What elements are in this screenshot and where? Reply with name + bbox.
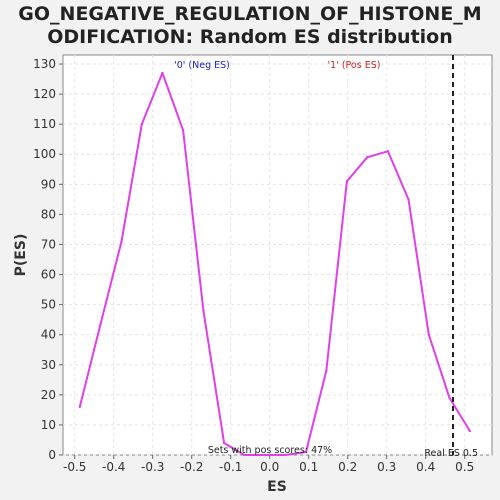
y-tick-label: 10 [41,418,56,432]
data-point [407,198,410,201]
x-tick-label: 0.5 [455,460,474,474]
x-tick-label: 0.1 [299,460,318,474]
x-tick-label: 0.0 [260,460,279,474]
y-tick-label: 110 [33,117,56,131]
data-point [345,180,349,183]
grid [63,55,492,456]
data-point [366,156,369,159]
x-tick-label: -0.3 [141,460,164,474]
data-point [202,309,205,312]
y-axis-ticks: 0 10 20 30 40 50 60 70 80 90 100 110 120 130 [33,57,63,462]
x-tick-label: -0.5 [63,460,86,474]
y-axis-label: P(ES) [13,234,29,277]
neg-es-label: '0' (Neg ES) [174,60,230,71]
data-point [98,324,102,327]
series-layer [78,71,471,457]
y-tick-label: 20 [41,388,56,402]
x-tick-label: 0.3 [377,460,396,474]
y-tick-label: 60 [41,268,56,282]
data-point [222,441,226,445]
real-es-label: Real ES 0.5 [424,448,478,459]
data-point [468,429,471,433]
chart-title-line-2: ODIFICATION: Random ES distribution [47,26,453,48]
data-point [284,453,287,457]
x-axis-label: ES [267,479,287,495]
x-axis-ticks: -0.5 -0.4 -0.3 -0.2 -0.1 0.0 0.1 0.2 0.3 0.4 0.5 [63,455,474,474]
data-point [304,450,308,454]
x-tick-label: -0.4 [102,460,125,474]
plot-area [62,54,493,456]
y-tick-label: 120 [33,87,56,101]
data-point [325,369,328,372]
y-tick-label: 40 [41,328,56,342]
x-tick-label: -0.1 [219,460,242,474]
y-tick-label: 50 [41,298,56,312]
data-point [78,405,81,409]
data-point [161,71,164,75]
y-tick-label: 0 [48,448,56,462]
y-tick-label: 100 [33,147,56,161]
x-tick-label: 0.2 [338,460,357,474]
data-point [243,453,246,457]
y-tick-label: 90 [41,177,56,191]
y-tick-label: 30 [41,358,56,372]
data-point [120,240,123,243]
y-tick-label: 70 [41,237,56,251]
data-point [181,128,185,132]
pos-scores-label: Sets with pos scores: 47% [208,445,332,456]
data-point [263,453,267,457]
pos-es-label: '1' (Pos ES) [328,60,381,71]
data-point [386,150,390,153]
data-point [448,396,451,400]
chart-title-line-1: GO_NEGATIVE_REGULATION_OF_HISTONE_M [18,3,481,25]
data-point [140,122,143,126]
x-tick-label: -0.2 [180,460,203,474]
series-line [78,72,471,456]
x-tick-label: 0.4 [416,460,435,474]
y-tick-label: 80 [41,207,56,221]
y-tick-label: 130 [33,57,56,71]
data-point [427,333,431,336]
